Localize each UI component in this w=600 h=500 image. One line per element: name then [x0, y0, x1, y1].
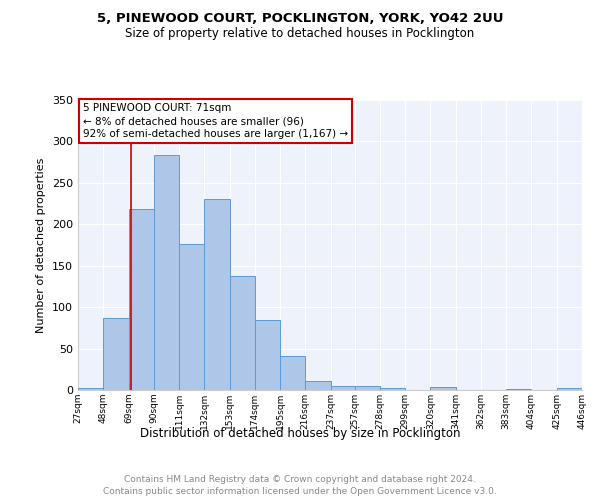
Bar	[255, 320, 280, 390]
Bar	[380, 388, 405, 390]
Bar	[103, 318, 128, 390]
Text: Contains public sector information licensed under the Open Government Licence v3: Contains public sector information licen…	[103, 488, 497, 496]
Bar	[179, 244, 205, 390]
Bar	[154, 154, 179, 390]
Bar	[78, 388, 103, 390]
Text: Contains HM Land Registry data © Crown copyright and database right 2024.: Contains HM Land Registry data © Crown c…	[124, 475, 476, 484]
Text: 5 PINEWOOD COURT: 71sqm
← 8% of detached houses are smaller (96)
92% of semi-det: 5 PINEWOOD COURT: 71sqm ← 8% of detached…	[83, 103, 348, 140]
Bar	[305, 381, 331, 390]
Bar	[557, 388, 582, 390]
Text: 5, PINEWOOD COURT, POCKLINGTON, YORK, YO42 2UU: 5, PINEWOOD COURT, POCKLINGTON, YORK, YO…	[97, 12, 503, 26]
Text: Distribution of detached houses by size in Pocklington: Distribution of detached houses by size …	[140, 428, 460, 440]
Bar	[430, 386, 455, 390]
Bar	[506, 389, 532, 390]
Bar	[128, 208, 154, 390]
Text: Size of property relative to detached houses in Pocklington: Size of property relative to detached ho…	[125, 28, 475, 40]
Bar	[205, 198, 230, 390]
Y-axis label: Number of detached properties: Number of detached properties	[37, 158, 46, 332]
Bar	[355, 386, 380, 390]
Bar	[331, 386, 356, 390]
Bar	[230, 276, 255, 390]
Bar	[280, 356, 305, 390]
